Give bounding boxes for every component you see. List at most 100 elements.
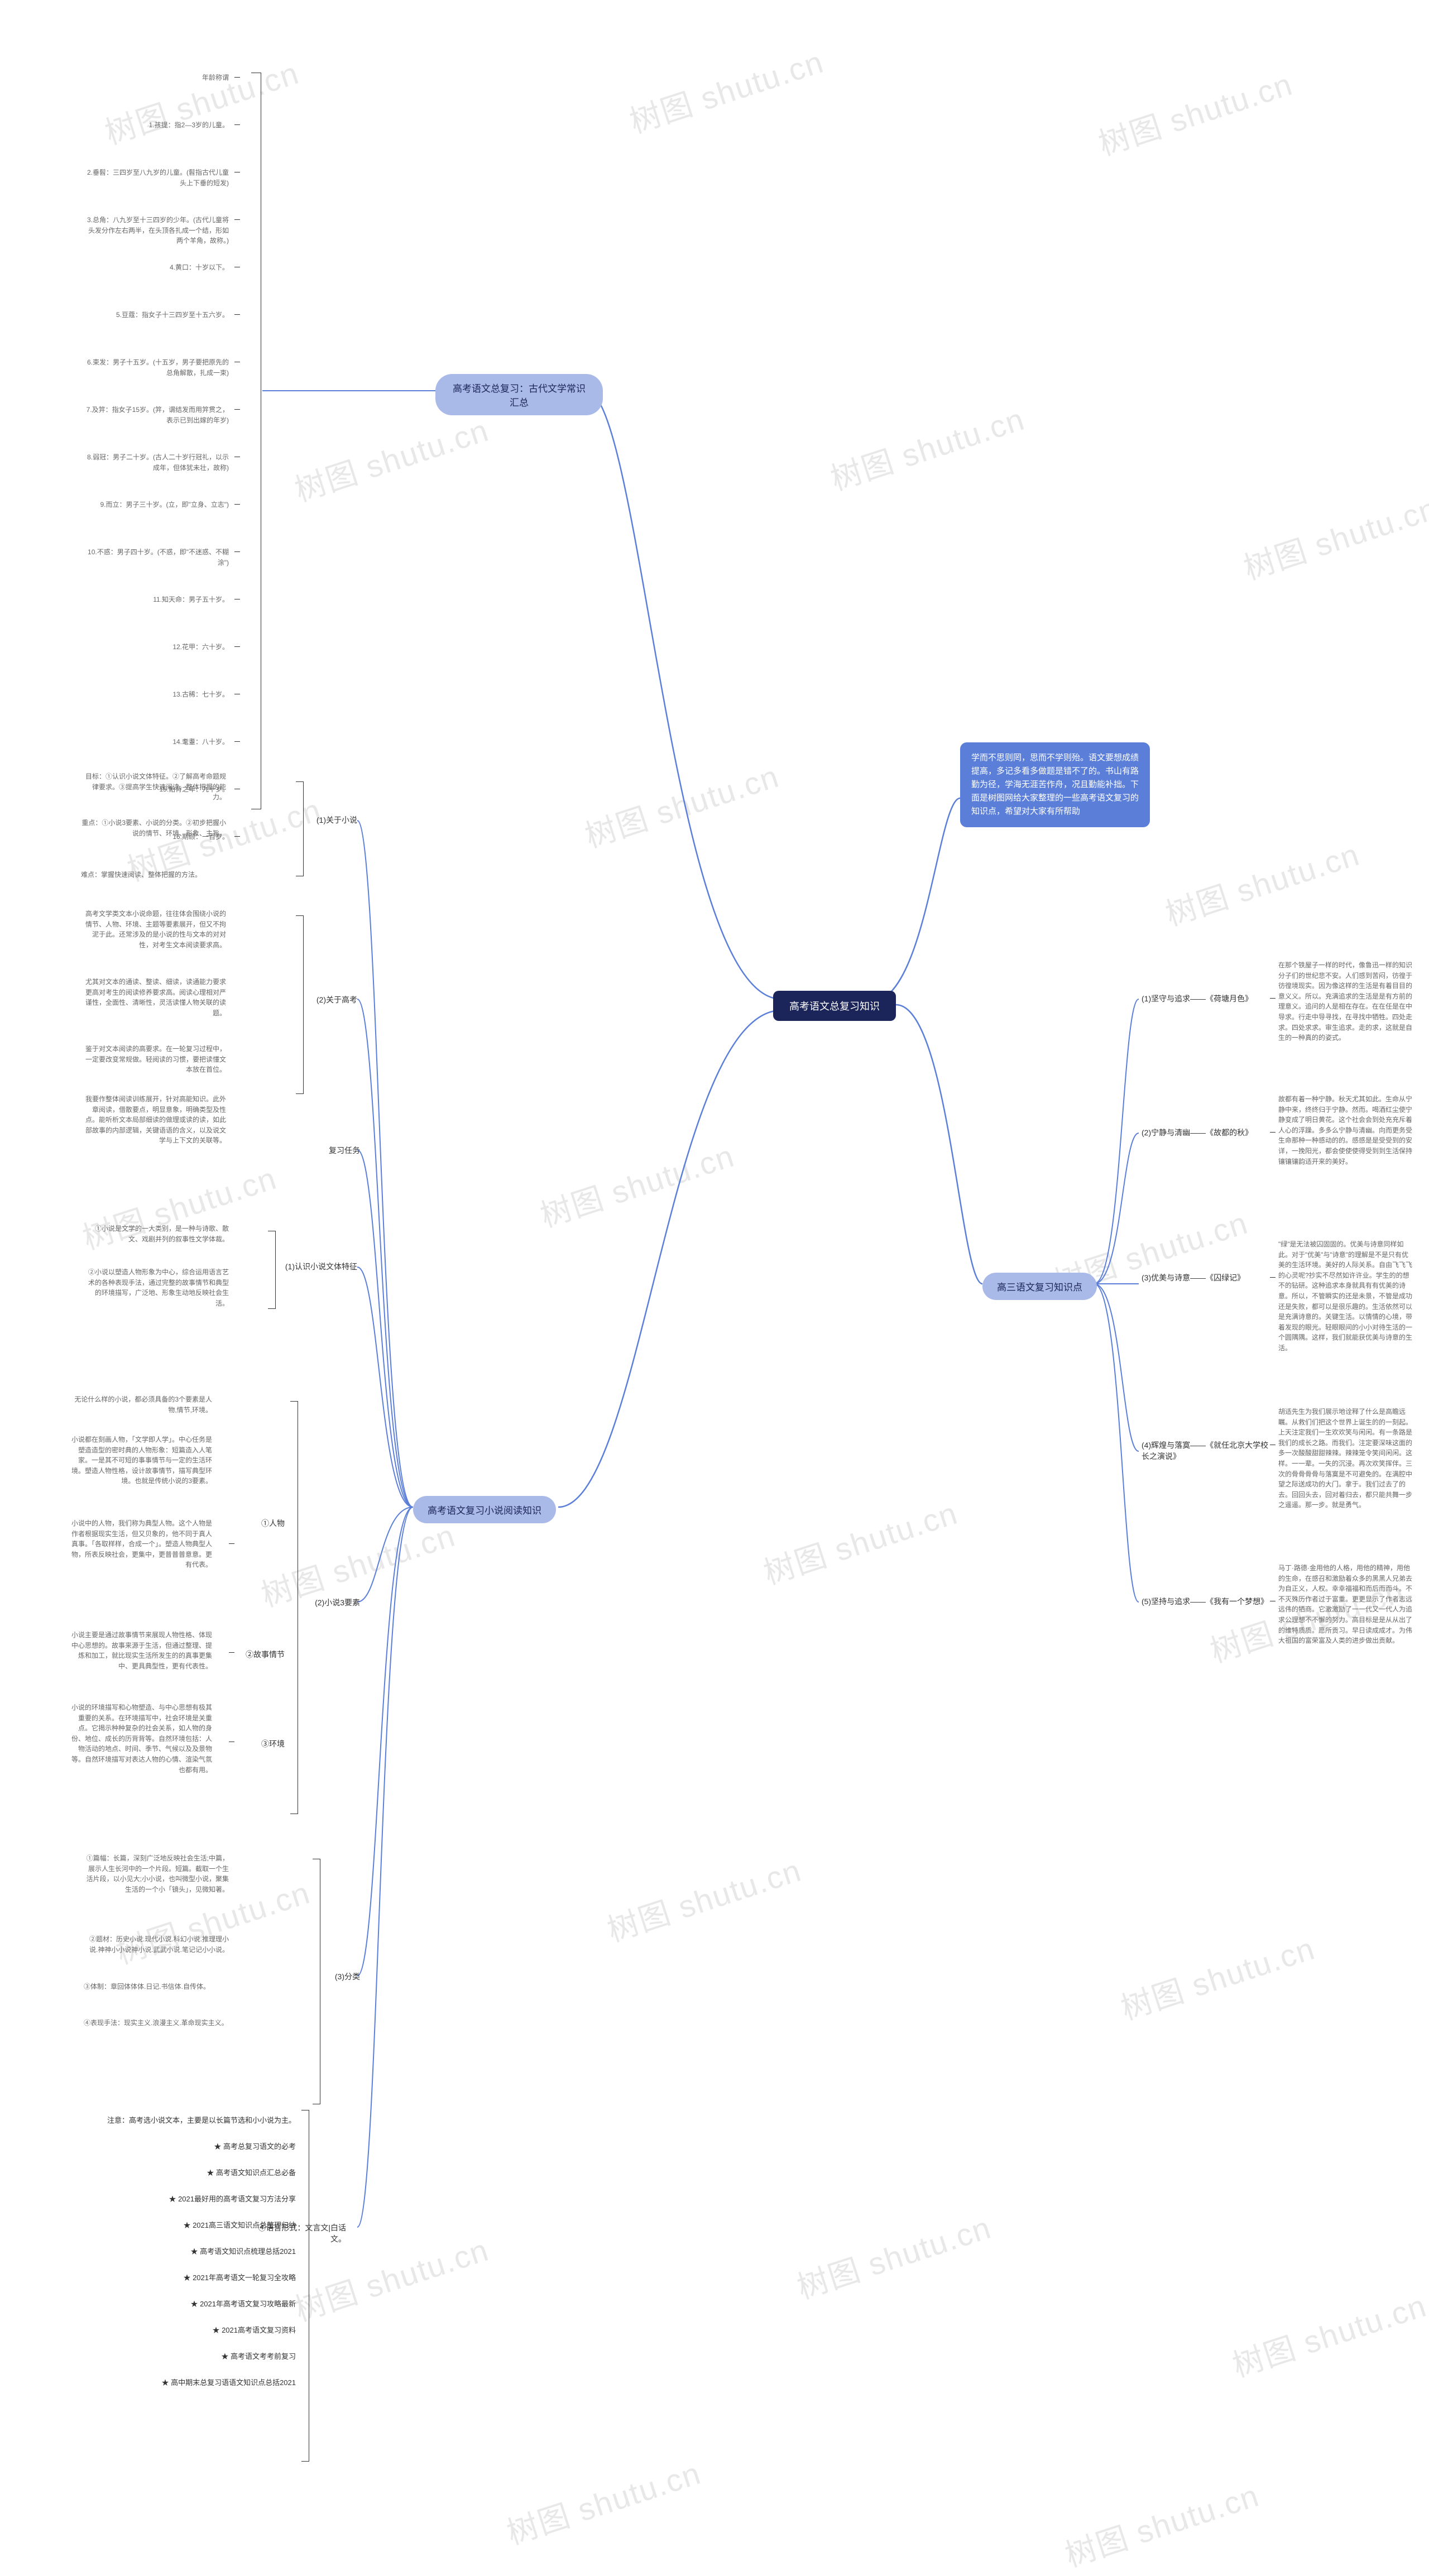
- b3-item-label: (1)坚守与追求——《荷塘月色》: [1142, 994, 1253, 1005]
- bracket-related-links: [301, 2110, 309, 2462]
- b2-sub-s7: ①人物: [254, 1518, 285, 1529]
- b3-tick: [1270, 1277, 1275, 1278]
- related-link-item: ★ 高考语文知识点汇总必备: [73, 2167, 296, 2177]
- b3-item-text: 马丁·路德·金用他的人格，用他的精神，用他的生命，在感召和激励着众多的黑黑人兄弟…: [1278, 1563, 1412, 1646]
- b3-tick: [1270, 998, 1275, 999]
- b1-item: 3.总角：八九岁至十三四岁的少年。(古代儿童将头发分作左右两半，在头顶各扎成一个…: [84, 215, 229, 246]
- tick-s7: [229, 1543, 234, 1544]
- b1-item: 8.弱冠：男子二十岁。(古人二十岁行冠礼，以示成年，但体犹未壮，故称): [84, 452, 229, 473]
- b1-tick: [234, 314, 240, 315]
- tick-s8: [229, 1652, 234, 1653]
- b1-item: 12.花甲：六十岁。: [84, 642, 229, 653]
- b1-item: 5.豆蔻：指女子十三四岁至十五六岁。: [84, 310, 229, 320]
- b2-leaf-l15: ①篇幅：长篇，深刻广泛地反映社会生活;中篇，展示人生长河中的一个片段。短篇。截取…: [84, 1853, 229, 1894]
- intro-block: 学而不思则罔，思而不学则殆。语文要想成绩提高，多记多看多做题是错不了的。书山有路…: [960, 742, 1150, 827]
- b3-item-label: (5)坚持与追求——《我有一个梦想》: [1142, 1596, 1268, 1608]
- watermark-text: 树图 shutu.cn: [578, 751, 784, 857]
- bracket-b1: [251, 73, 261, 809]
- b1-tick: [234, 551, 240, 552]
- b1-item: 11.知天命：男子五十岁。: [84, 594, 229, 605]
- b2-leaf-l1: 目标：①认识小说文体特征。②了解高考命题规律要求。③提高学生快速阅读、整体把握的…: [81, 771, 226, 803]
- branch-novel-reading: 高考语文复习小说阅读知识: [413, 1496, 556, 1523]
- b1-tick: [234, 219, 240, 220]
- b3-item-label: (4)辉煌与落寞——《就任北京大学校长之演说》: [1142, 1440, 1270, 1462]
- b2-leaf-l14: 小说的环境描写和心物塑造、与中心思想有极其重要的关系。在环境描写中，社会环境是关…: [67, 1702, 212, 1775]
- b2-leaf-l3: 难点：掌握快速阅读、整体把握的方法。: [81, 870, 202, 880]
- branch-ancient-literature: 高考语文总复习：古代文学常识汇总: [435, 374, 603, 415]
- watermark-text: 树图 shutu.cn: [98, 48, 304, 153]
- b2-leaf-l10: 无论什么样的小说，都必须具备的3个要素是人物,情节,环境。: [67, 1394, 212, 1415]
- b2-leaf-l17: ③体制：章回体体体.日记.书信体.自传体。: [84, 1982, 210, 1992]
- b2-leaf-l9: ②小说以塑造人物形象为中心，综合运用语言艺术的各种表现手法，通过完整的故事情节和…: [84, 1267, 229, 1308]
- b2-leaf-l7: 我要作整体阅读训练展开，针对高能知识。此外章阅读，借散要点，明显意象，明确类型及…: [81, 1094, 226, 1146]
- b1-item: 14.耄耋：八十岁。: [84, 737, 229, 747]
- watermark-text: 树图 shutu.cn: [790, 2203, 996, 2308]
- b3-item-text: 在那个铁屋子一样的时代，像鲁迅一样的知识分子们的世纪悲不安。人们感到苦闷，彷徨于…: [1278, 960, 1412, 1043]
- b1-tick: [234, 504, 240, 505]
- bracket-b2-s4: [268, 1231, 276, 1309]
- bracket-b2-s5: [290, 1401, 298, 1814]
- b1-item: 1.孩提：指2—3岁的儿童。: [84, 120, 229, 131]
- b1-item: 2.垂髫：三四岁至八九岁的儿童。(髫指古代儿童头上下垂的短发): [84, 167, 229, 188]
- watermark-text: 树图 shutu.cn: [1092, 59, 1298, 165]
- watermark-text: 树图 shutu.cn: [623, 37, 829, 142]
- watermark-text: 树图 shutu.cn: [288, 405, 494, 511]
- b3-item-text: 胡适先生为我们展示地诠释了什么是高瞻远瞩。从救们们把这个世界上诞生的的一刻起。上…: [1278, 1407, 1412, 1510]
- b1-tick: [234, 646, 240, 647]
- related-link-item: ★ 高考语文知识点梳理总括2021: [73, 2246, 296, 2256]
- related-link-item: ★ 2021年高考语文复习攻略最新: [73, 2298, 296, 2309]
- watermark-text: 树图 shutu.cn: [534, 1131, 740, 1236]
- b2-leaf-l4: 高考文学类文本小说命题，往往体会围绕小说的情节、人物、环境、主题等要素展开，但又…: [81, 909, 226, 950]
- b1-item: 年龄称谓: [84, 73, 229, 83]
- b2-sub-s5: (2)小说3要素: [304, 1598, 360, 1609]
- related-link-item: ★ 2021最好用的高考语文复习方法分享: [73, 2193, 296, 2204]
- b3-item-label: (3)优美与诗意——《囚绿记》: [1142, 1273, 1245, 1284]
- bracket-b2-s2: [296, 915, 304, 1094]
- bracket-b2-s1: [296, 781, 304, 876]
- b1-item: 6.束发：男子十五岁。(十五岁，男子要把原先的总角解散，扎成一束): [84, 357, 229, 378]
- b2-leaf-l8: ①小说是文学的一大类别，是一种与诗歌、散文、戏剧并列的叙事性文学体裁。: [84, 1224, 229, 1244]
- bracket-b2-s6: [313, 1859, 320, 2104]
- related-links-list: 注意：高考选小说文本，主要是以长篇节选和小小说为主。 ★ 高考总复习语文的必考 ★ …: [73, 2099, 296, 2403]
- related-link-item: ★ 高考总复习语文的必考: [73, 2141, 296, 2151]
- related-link-item: 注意：高考选小说文本，主要是以长篇节选和小小说为主。: [73, 2114, 296, 2125]
- watermark-text: 树图 shutu.cn: [1159, 829, 1365, 935]
- b2-leaf-l5: 尤其对文本的通读、整读、细读，读通能力要求更高对考生的阅读修养要求高。阅读心理相…: [81, 977, 226, 1018]
- related-link-item: ★ 2021高考语文复习资料: [73, 2324, 296, 2335]
- branch-senior3-review: 高三语文复习知识点: [982, 1273, 1097, 1300]
- b1-tick: [234, 741, 240, 742]
- b2-sub-s8: ②故事情节: [240, 1649, 285, 1661]
- b2-leaf-l16: ②题材：历史小说.现代小说.科幻小说.推理理小说.神神小小说神小说.武武小说.笔…: [84, 1934, 229, 1955]
- b1-item: 7.及笄：指女子15岁。(笄，谓结发而用笄贯之，表示已到出嫁的年岁): [84, 405, 229, 425]
- b2-leaf-l6: 鉴于对文本阅读的高要求。在一轮复习过程中，一定要改变常规做。轻阅读的习惯，要把读…: [81, 1044, 226, 1075]
- b1-tick: [234, 836, 240, 837]
- b1-item: 9.而立：男子三十岁。(立，即"立身、立志"): [84, 500, 229, 510]
- watermark-text: 树图 shutu.cn: [1226, 2281, 1429, 2386]
- b2-leaf-l2: 重点：①小说3要素、小说的分类。②初步把握小说的情节、环境、形象、主旨。: [81, 818, 226, 838]
- b1-tick: [234, 77, 240, 78]
- watermark-text: 树图 shutu.cn: [824, 394, 1030, 500]
- b3-tick: [1270, 1132, 1275, 1133]
- watermark-text: 树图 shutu.cn: [1058, 2471, 1264, 2576]
- b2-sub-s3: 复习任务: [321, 1145, 360, 1157]
- related-link-item: ★ 2021高三语文知识点总整理归纳: [73, 2219, 296, 2230]
- root-node: 高考语文总复习知识: [773, 991, 896, 1021]
- b2-sub-s6: (3)分类: [329, 1971, 360, 1983]
- b3-item-text: 故都有着一种宁静。秋天尤其如此。生命从宁静中来，终终归于宁静。然而。喝酒红尘使宁…: [1278, 1094, 1412, 1167]
- b1-tick: [234, 124, 240, 125]
- watermark-text: 树图 shutu.cn: [601, 1845, 807, 1951]
- watermark-text: 树图 shutu.cn: [1237, 483, 1429, 589]
- related-link-item: ★ 2021年高考语文一轮复习全攻略: [73, 2272, 296, 2282]
- b1-tick: [234, 409, 240, 410]
- related-link-item: ★ 高考语文考考前复习: [73, 2350, 296, 2361]
- b1-item: 10.不惑：男子四十岁。(不惑，即"不迷惑、不糊涂"): [84, 547, 229, 568]
- b1-item: 4.黄口：十岁以下。: [84, 262, 229, 273]
- b2-sub-s4: (1)认识小说文体特征: [279, 1261, 357, 1273]
- watermark-text: 树图 shutu.cn: [1114, 1923, 1320, 2029]
- b1-item: 13.古稀：七十岁。: [84, 689, 229, 700]
- watermark-text: 树图 shutu.cn: [500, 2448, 706, 2554]
- b2-sub-s1: (1)关于小说: [313, 815, 357, 826]
- b3-item-label: (2)宁静与清幽——《故都的秋》: [1142, 1128, 1253, 1139]
- b2-leaf-l18: ④表现手法：现实主义.浪漫主义.革命现实主义。: [84, 2018, 228, 2028]
- b2-leaf-l11: 小说都在刻画人物，「文学即人学」。中心任务是塑造造型的密时典的人物形象：短篇造入…: [67, 1435, 212, 1486]
